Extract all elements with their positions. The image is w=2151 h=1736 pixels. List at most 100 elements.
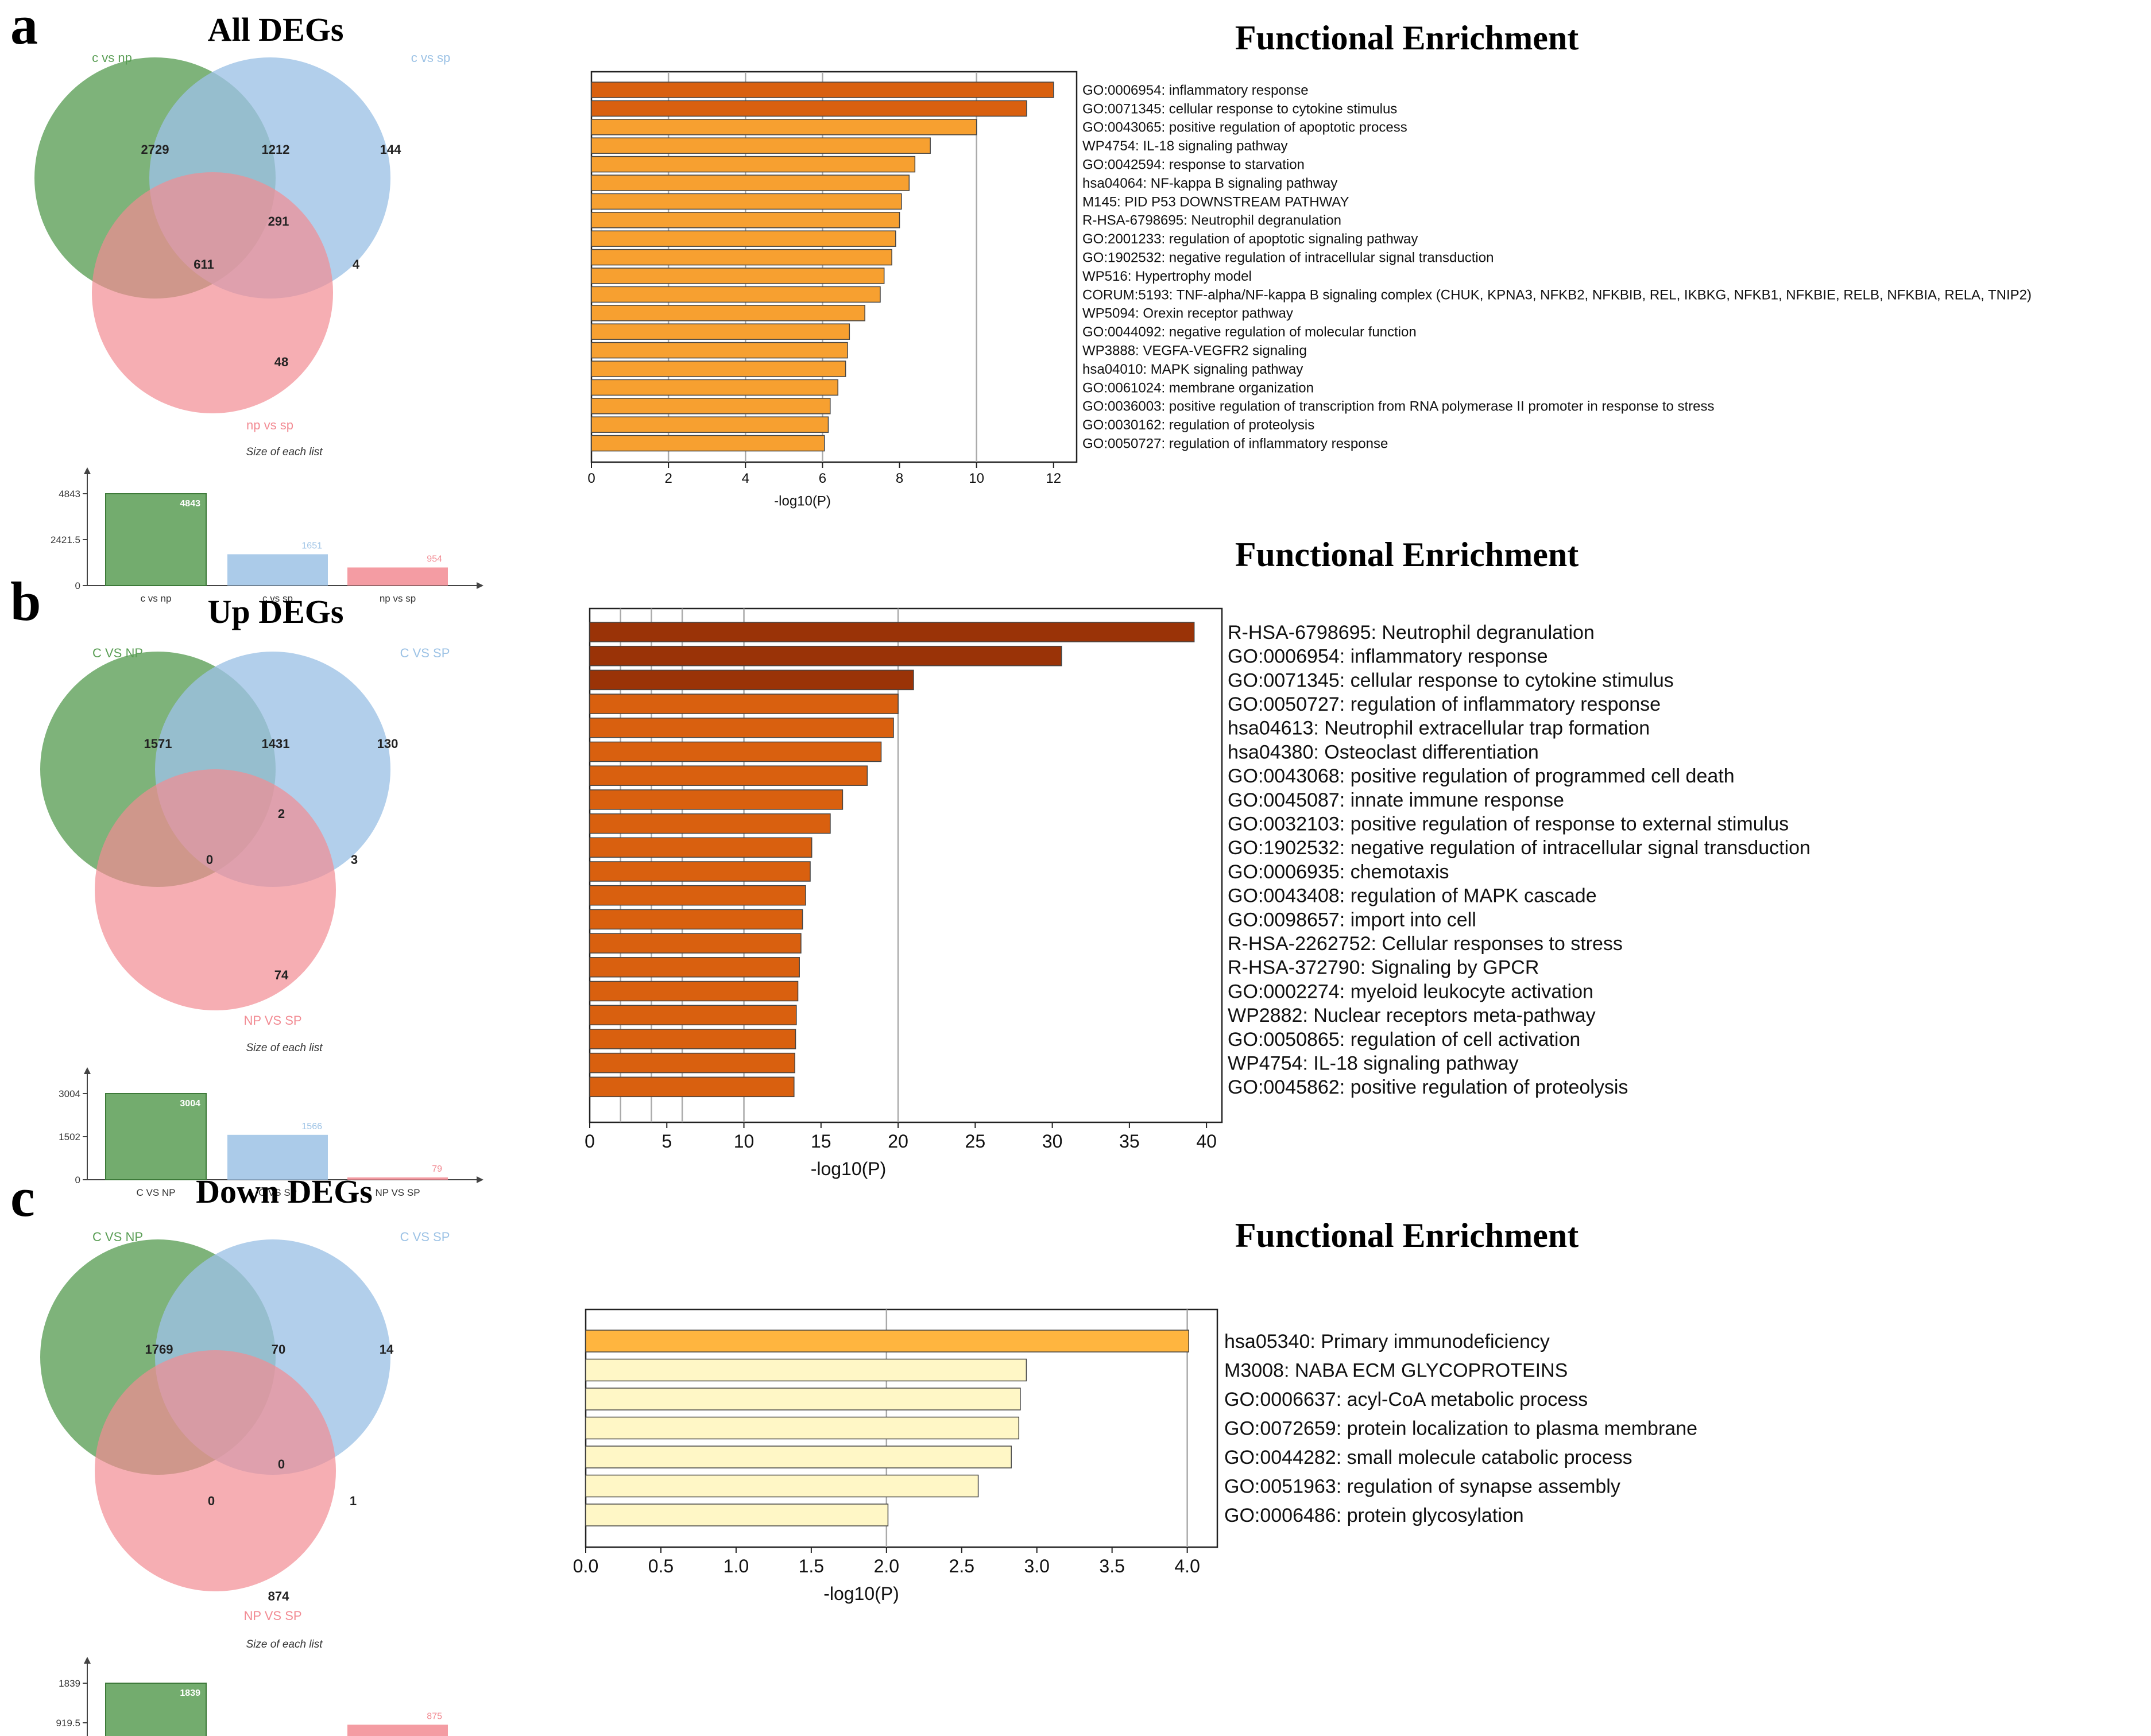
enrichment-bar	[591, 379, 838, 396]
venn-diagram: C VS NP C VS SP NP VS SP 1571 1431 130 2 0 3 74 Si…	[40, 646, 483, 1198]
region-count-c: 74	[274, 968, 289, 982]
enrichment-bar	[585, 1504, 889, 1526]
term-label: GO:1902532: negative regulation of intra…	[1228, 837, 1810, 859]
enrichment-bar	[589, 718, 894, 738]
region-count-ac: 0	[208, 1494, 215, 1508]
plot-frame	[590, 71, 1078, 463]
size-y-tick-label: 919.5	[56, 1718, 80, 1729]
size-bar	[227, 554, 328, 586]
size-category-label: C VS SP	[258, 1187, 297, 1198]
enrichment-bar	[589, 957, 800, 978]
size-y-tick-label: 4843	[59, 489, 80, 499]
enrichment-bar	[591, 398, 831, 414]
term-label: GO:0050865: regulation of cell activatio…	[1228, 1029, 1580, 1051]
set-b-label: C VS SP	[400, 1230, 450, 1244]
term-label: hsa04064: NF-kappa B signaling pathway	[1082, 176, 1337, 191]
size-bar-value: 3004	[180, 1099, 200, 1109]
enrichment-bar	[589, 741, 882, 762]
venn-circles	[40, 652, 390, 1010]
size-caption: Size of each list	[246, 1042, 323, 1054]
size-bar	[347, 1725, 448, 1736]
term-label: hsa05340: Primary immunodeficiency	[1224, 1331, 1550, 1353]
enrichment-title: Functional Enrichment	[1235, 536, 1579, 574]
x-tick-label: 0	[585, 1131, 595, 1152]
enrichment-bar-chart: R-HSA-6798695: Neutrophil degranulationG…	[585, 607, 1810, 1179]
region-count-bc: 3	[351, 852, 358, 867]
term-label: GO:0051963: regulation of synapse assemb…	[1224, 1475, 1620, 1497]
enrichment-bar	[591, 175, 910, 191]
enrichment-bar	[589, 909, 803, 930]
set-c-label: NP VS SP	[243, 1609, 301, 1623]
panel-a: a All DEGs c vs np c vs sp np vs sp 2729 121…	[0, 0, 2151, 604]
region-count-abc: 2	[278, 807, 285, 821]
term-label: GO:0036003: positive regulation of trans…	[1082, 399, 1715, 414]
size-x-axis-arrow	[477, 1176, 483, 1183]
x-tick-label: 5	[661, 1131, 672, 1152]
set-c-circle	[92, 172, 333, 413]
enrichment-bar	[591, 305, 865, 321]
set-a-label: C VS NP	[92, 1230, 143, 1244]
x-tick-label: 12	[1046, 471, 1061, 486]
venn-circles	[40, 1239, 390, 1591]
size-bar-value: 4843	[180, 499, 200, 509]
enrichment-bar	[589, 1029, 796, 1049]
enrichment-bar	[589, 813, 831, 834]
region-count-bc: 1	[350, 1494, 357, 1508]
panel-c: c Down DEGs C VS NP C VS SP NP VS SP 1769 70…	[0, 1165, 2151, 1736]
x-tick-label: 1.0	[724, 1556, 749, 1576]
term-label: hsa04380: Osteoclast differentiation	[1228, 741, 1539, 763]
x-tick-label: 15	[811, 1131, 831, 1152]
term-label: GO:2001233: regulation of apoptotic sign…	[1082, 231, 1418, 247]
x-tick-label: 4.0	[1174, 1556, 1200, 1576]
enrichment-bar	[589, 669, 914, 691]
set-a-label: C VS NP	[92, 646, 143, 660]
term-label: hsa04613: Neutrophil extracellular trap …	[1228, 718, 1650, 739]
enrichment-bar-chart: hsa05340: Primary immunodeficiency M3008:…	[573, 1308, 1697, 1604]
plot-area	[590, 71, 1078, 463]
size-bar	[347, 567, 448, 586]
x-tick-label: 2.0	[874, 1556, 899, 1576]
x-tick-label: 6	[819, 471, 826, 486]
region-count-c: 874	[268, 1589, 289, 1603]
enrichment-bar	[591, 212, 900, 228]
region-count-ac: 611	[194, 257, 214, 272]
x-tick-label: 0.0	[573, 1556, 598, 1576]
x-tick-label: 30	[1042, 1131, 1063, 1152]
size-bar-value: 954	[427, 554, 442, 564]
enrichment-bar	[589, 1005, 797, 1025]
panel-letter: c	[10, 1167, 35, 1228]
x-axis-label: -log10(P)	[811, 1158, 887, 1179]
size-bar	[347, 1177, 448, 1180]
set-c-label: NP VS SP	[243, 1013, 301, 1028]
venn-title: All DEGs	[207, 11, 344, 48]
x-tick-label: 3.0	[1024, 1556, 1049, 1576]
term-label: GO:0030162: regulation of proteolysis	[1082, 417, 1314, 433]
size-bar-value: 1839	[180, 1688, 200, 1698]
enrichment-bar	[589, 765, 868, 786]
set-b-label: C VS SP	[400, 646, 450, 660]
term-label: WP4754: IL-18 signaling pathway	[1082, 138, 1288, 154]
venn-diagram: C VS NP C VS SP NP VS SP 1769 70 14 0 0 1 874 Size…	[40, 1230, 450, 1736]
term-label: GO:0006935: chemotaxis	[1228, 861, 1449, 883]
region-count-b: 14	[380, 1342, 394, 1357]
x-tick-label: 40	[1196, 1131, 1217, 1152]
enrichment-bar	[591, 137, 931, 154]
term-label: GO:1902532: negative regulation of intra…	[1082, 250, 1494, 266]
term-label: WP2882: Nuclear receptors meta-pathway	[1228, 1005, 1596, 1026]
term-label: CORUM:5193: TNF-alpha/NF-kappa B signali…	[1082, 287, 2032, 303]
size-bar-value: 79	[432, 1164, 442, 1174]
enrichment-bar	[589, 1052, 795, 1074]
size-bar-value: 1566	[301, 1122, 322, 1132]
size-bar	[227, 1134, 328, 1180]
size-y-axis-arrow	[84, 467, 91, 474]
region-count-ab: 1431	[262, 737, 290, 751]
enrichment-bar	[589, 693, 899, 714]
term-label: GO:0044282: small molecule catabolic pro…	[1224, 1447, 1632, 1468]
region-count-ab: 1212	[262, 142, 290, 157]
term-label: M145: PID P53 DOWNSTREAM PATHWAY	[1082, 194, 1349, 210]
term-label: GO:0050727: regulation of inflammatory r…	[1082, 436, 1388, 452]
x-tick-label: 0.5	[648, 1556, 674, 1576]
venn-title: Down DEGs	[196, 1173, 373, 1210]
enrichment-bar	[591, 156, 916, 173]
x-tick-label: 35	[1119, 1131, 1140, 1152]
